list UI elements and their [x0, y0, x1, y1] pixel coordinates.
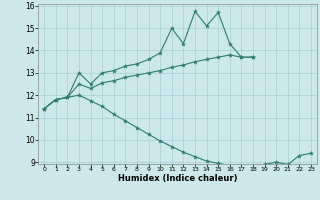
X-axis label: Humidex (Indice chaleur): Humidex (Indice chaleur): [118, 174, 237, 183]
